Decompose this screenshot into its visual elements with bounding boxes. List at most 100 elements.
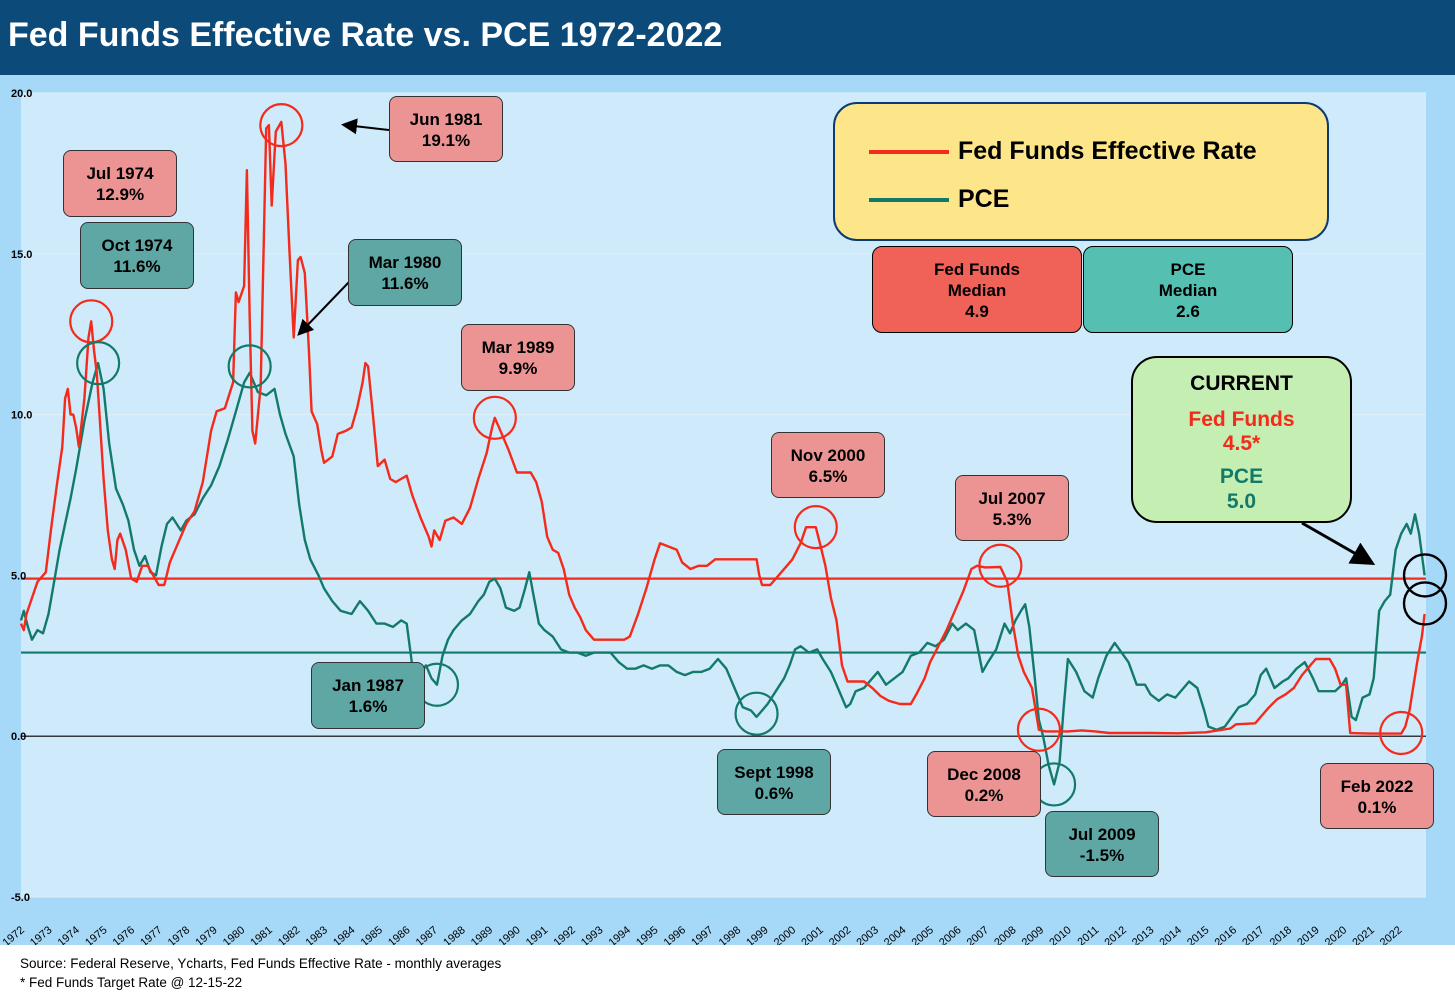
x-tick-label: 2021: [1350, 924, 1376, 945]
x-tick-label: 2011: [1076, 924, 1102, 945]
callout-date: Jan 1987: [332, 676, 404, 695]
callout-date: Sept 1998: [734, 763, 814, 782]
callout-value: 6.5%: [808, 467, 848, 486]
circle-dec-2008: [1016, 707, 1062, 752]
y-tick-label: 5.0: [11, 570, 26, 582]
x-tick-label: 2016: [1213, 924, 1239, 945]
x-tick-label: 1995: [634, 924, 660, 945]
x-tick-label: 1979: [193, 924, 219, 945]
x-tick-label: 2000: [772, 924, 798, 945]
x-tick-label: 1992: [551, 924, 577, 945]
x-tick-label: 2005: [910, 924, 936, 945]
x-tick-label: 2008: [992, 924, 1018, 945]
x-tick-label: 2019: [1295, 924, 1321, 945]
callout-date: Mar 1980: [368, 253, 442, 272]
circle-jul-2007: [978, 543, 1023, 588]
arrow-jun-1981: [341, 118, 390, 135]
callout-value: 9.9%: [498, 359, 538, 378]
y-tick-label: -5.0: [11, 892, 30, 904]
callout-jul-2007: Jul 2007 5.3%: [955, 475, 1069, 541]
current-fed-value: 4.5*: [1222, 432, 1261, 455]
circle-current-fed: [1402, 581, 1448, 626]
callout-date: Jul 2009: [1068, 825, 1136, 844]
x-tick-label: 2010: [1047, 924, 1073, 945]
x-tick-label: 1990: [496, 924, 522, 945]
y-tick-label: 15.0: [11, 249, 32, 261]
callout-jan-1987: Jan 1987 1.6%: [311, 662, 425, 729]
x-tick-label: 2022: [1378, 924, 1404, 945]
callout-date: Oct 1974: [101, 236, 173, 255]
callout-value: 1.6%: [348, 697, 388, 716]
x-tick-label: 1982: [276, 924, 302, 945]
x-tick-label: 1977: [138, 924, 164, 945]
x-tick-label: 2003: [854, 924, 880, 945]
x-tick-label: 1998: [717, 924, 743, 945]
callout-value: 0.2%: [964, 786, 1004, 805]
x-tick-label: 2007: [965, 924, 991, 945]
fed-funds-series-line: [19, 120, 1426, 735]
callout-date: Jul 1974: [86, 164, 154, 183]
x-tick-label: 2018: [1268, 924, 1294, 945]
y-tick-label: 20.0: [11, 88, 32, 100]
x-tick-label: 2002: [827, 924, 853, 945]
callout-mar-1989: Mar 1989 9.9%: [461, 324, 575, 391]
circle-mar-1989: [472, 395, 517, 440]
legend-label-pce: PCE: [958, 185, 1010, 213]
fed-funds-median-box: Fed Funds Median 4.9: [872, 246, 1082, 333]
callout-jul-2009: Jul 2009 -1.5%: [1045, 811, 1159, 877]
x-tick-label: 2004: [882, 924, 908, 945]
x-tick-label: 1975: [83, 924, 109, 945]
circle-oct-1974: [76, 341, 121, 386]
x-tick-label: 2015: [1185, 924, 1211, 945]
callout-date: Jun 1981: [409, 110, 483, 129]
x-tick-label: 1985: [359, 924, 385, 945]
x-tick-label: 1976: [111, 924, 137, 945]
x-tick-label: 2014: [1158, 924, 1184, 945]
callout-jul-1974: Jul 1974 12.9%: [63, 150, 177, 217]
x-tick-label: 2020: [1323, 924, 1349, 945]
x-tick-label: 1988: [441, 924, 467, 945]
pce-series-line: [19, 361, 1426, 786]
callout-value: 0.6%: [754, 784, 794, 803]
median-line2: Median: [1158, 281, 1218, 300]
arrow-current: [1301, 521, 1376, 565]
x-tick-label: 1972: [0, 924, 26, 945]
footnote: * Fed Funds Target Rate @ 12-15-22: [20, 975, 243, 990]
callout-feb-2022: Feb 2022 0.1%: [1320, 763, 1434, 829]
callout-value: 11.6%: [113, 257, 161, 276]
series-lines: [19, 120, 1426, 786]
y-tick-labels: 20.0 15.0 10.0 5.0 0.0 -5.0: [11, 88, 32, 904]
x-tick-label: 1999: [744, 924, 770, 945]
median-lines: [21, 577, 1426, 654]
annotation-arrows: [297, 118, 1376, 565]
current-values-box: CURRENT Fed Funds 4.5* PCE 5.0: [1131, 356, 1352, 523]
x-tick-label: 2013: [1130, 924, 1156, 945]
callout-date: Feb 2022: [1340, 777, 1414, 796]
circle-jun-1981: [259, 103, 304, 148]
legend-swatch-pce: [869, 198, 949, 202]
current-fed-label: Fed Funds: [1188, 408, 1295, 431]
callout-date: Jul 2007: [978, 489, 1046, 508]
callout-date: Nov 2000: [790, 446, 866, 465]
circle-sept-1998: [734, 691, 779, 736]
current-pce-label: PCE: [1219, 465, 1264, 488]
x-tick-label: 2001: [799, 924, 825, 945]
callout-mar-1980: Mar 1980 11.6%: [348, 239, 462, 306]
x-tick-label: 1981: [248, 924, 274, 945]
callout-value: 11.6%: [381, 274, 429, 293]
median-line2: Median: [947, 281, 1007, 300]
x-tick-label: 1997: [689, 924, 715, 945]
callout-value: 0.1%: [1357, 798, 1397, 817]
x-tick-label: 1991: [524, 924, 550, 945]
circle-current-pce: [1402, 553, 1448, 598]
legend-label-fed-funds: Fed Funds Effective Rate: [958, 137, 1257, 165]
y-tick-label: 10.0: [11, 410, 32, 422]
x-tick-label: 1989: [469, 924, 495, 945]
callout-jun-1981: Jun 1981 19.1%: [389, 96, 503, 162]
callout-date: Mar 1989: [481, 338, 555, 357]
callout-dec-2008: Dec 2008 0.2%: [927, 751, 1041, 817]
x-tick-label: 1983: [303, 924, 329, 945]
current-pce-value: 5.0: [1226, 490, 1257, 513]
x-tick-label: 1993: [579, 924, 605, 945]
median-line1: PCE: [1170, 260, 1206, 279]
